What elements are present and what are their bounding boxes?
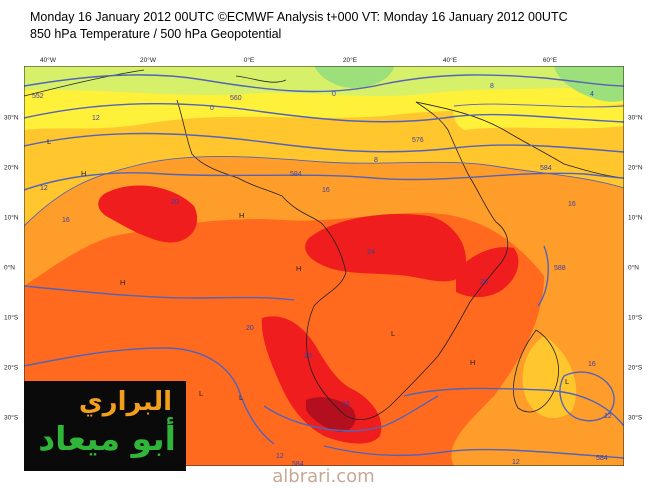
isotherm-label: 20 [171, 199, 179, 206]
contour-552 [24, 74, 624, 93]
lon-label-20w: 20°W [140, 57, 156, 64]
contour-low-southeast [559, 371, 615, 422]
coastline-layer [24, 69, 624, 420]
geopotential-label: 588 [554, 265, 566, 272]
geopotential-label: 584 [290, 171, 302, 178]
lat-label-30n-right: 30°N [628, 114, 643, 122]
site-watermark: albrari.com [272, 466, 375, 487]
lon-label-60e: 60°E [542, 57, 558, 64]
lon-label-40w: 40°W [40, 57, 56, 64]
lat-label-20s-left: 20°S [4, 364, 19, 372]
madagascar-coastline [513, 329, 559, 413]
isotherm-label: 16 [322, 187, 330, 194]
low-center-marker: L [391, 329, 395, 338]
lon-label-20e: 20°E [342, 57, 358, 64]
isotherm-label: 20 [480, 279, 488, 286]
geopotential-label: 584 [292, 461, 304, 466]
geopotential-label: 552 [32, 93, 44, 100]
pressure-centers: L H H H L H L L H L [47, 137, 569, 402]
isotherm-label: 12 [604, 413, 612, 420]
temperature-contours [24, 103, 624, 227]
lat-label-20n-right: 20°N [628, 164, 643, 172]
isotherm-label: 20 [304, 353, 312, 360]
lat-label-30s-right: 30°S [628, 414, 643, 422]
geopotential-label: 560 [230, 95, 242, 102]
high-center-marker: H [296, 264, 301, 273]
north-atlantic-coastline [24, 69, 145, 97]
high-center-marker: H [239, 211, 244, 220]
isotherm-label: 20 [246, 325, 254, 332]
contour-576 [24, 132, 624, 153]
isotherm-label: 16 [62, 217, 70, 224]
isotherm-16 [24, 155, 624, 227]
contour-588-south [263, 395, 439, 432]
contour-584 [24, 172, 624, 191]
geopotential-label: 584 [596, 455, 608, 462]
mediterranean-coastline [235, 75, 287, 83]
temp-peak-southern-africa [306, 397, 356, 432]
low-center-marker: L [239, 393, 243, 402]
isotherm-label: 24 [342, 401, 350, 408]
isotherm-label: 16 [588, 361, 596, 368]
isotherm-label: 24 [367, 249, 375, 256]
isotherm-label: 8 [490, 83, 494, 90]
logo-text-line2: أبو ميعاد [38, 419, 176, 458]
isotherm-label: 4 [590, 91, 594, 98]
lat-label-10s-left: 10°S [4, 314, 19, 322]
high-center-marker: H [470, 358, 475, 367]
isotherm-label: 8 [374, 157, 378, 164]
contour-labels: 12 0 12 16 20 16 8 24 20 16 20 20 24 16 … [32, 83, 612, 466]
high-center-marker: H [81, 169, 86, 178]
geopotential-contours [24, 74, 624, 459]
isotherm-label: 12 [40, 185, 48, 192]
isotherm-label: 16 [568, 201, 576, 208]
africa-coastline [176, 99, 509, 420]
isotherm-label: 12 [92, 115, 100, 122]
low-center-marker: L [47, 137, 51, 146]
map-title-line1: Monday 16 January 2012 00UTC ©ECMWF Anal… [30, 10, 568, 24]
lat-label-0n-right: 0°N [628, 264, 639, 272]
lat-label-10n-left: 10°N [4, 214, 19, 222]
lat-label-20n-left: 20°N [4, 164, 19, 172]
lat-label-10s-right: 10°S [628, 314, 643, 322]
contour-588-atlantic [24, 285, 295, 301]
isotherm-label: 12 [276, 453, 284, 460]
contour-584-south [403, 387, 624, 427]
asia-coastline [415, 101, 624, 179]
temp-max-central-africa [305, 214, 466, 282]
lat-label-30n-left: 30°N [4, 114, 19, 122]
lon-label-0e: 0°E [243, 57, 255, 64]
lat-label-10n-right: 10°N [628, 214, 643, 222]
temp-band-yellow-green-north [24, 66, 624, 96]
high-center-marker: H [120, 278, 125, 287]
temp-area-light-orange-madagascar [522, 336, 577, 419]
temp-max-west-africa [98, 185, 198, 243]
lat-label-20s-right: 20°S [628, 364, 643, 372]
temp-cold-area-northeast [554, 66, 624, 102]
isotherm-label: 0 [210, 105, 214, 112]
contour-588-east [537, 245, 549, 307]
low-center-marker: L [199, 389, 203, 398]
lat-label-0n-left: 0°N [4, 264, 15, 272]
geopotential-label: 584 [540, 165, 552, 172]
isotherm-label: 0 [332, 91, 336, 98]
geopotential-label: 576 [412, 137, 424, 144]
contour-568 [24, 102, 624, 123]
isotherm-label: 12 [512, 459, 520, 466]
contour-584-southwest [24, 347, 275, 445]
contour-576-south [323, 445, 624, 459]
logo-text-line1: البراري [78, 387, 172, 417]
lat-label-30s-left: 30°S [4, 414, 19, 422]
temp-cold-area-north-africa [314, 66, 394, 88]
isotherm-8 [453, 103, 624, 108]
lon-label-40e: 40°E [442, 57, 458, 64]
low-center-marker: L [565, 377, 569, 386]
albrari-logo: البراري أبو ميعاد [24, 381, 186, 471]
map-title-line2: 850 hPa Temperature / 500 hPa Geopotenti… [30, 27, 282, 41]
